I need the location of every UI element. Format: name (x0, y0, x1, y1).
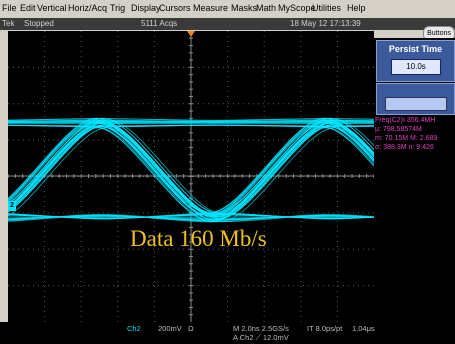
input-impedance: Ω (188, 324, 194, 333)
acquisition-state: Stopped (24, 19, 54, 28)
data-rate-caption: Data 160 Mb/s (130, 226, 267, 251)
eye-trace (8, 215, 374, 220)
measurement-readout: Freq(C2)I 356.4MH μ: 798.58574M m: 70.15… (375, 116, 455, 156)
menu-help[interactable]: Help (347, 3, 366, 13)
eye-trace (8, 121, 374, 217)
measurement-line-1: Freq(C2)I 356.4MH (375, 117, 436, 124)
eye-trace (8, 212, 374, 220)
eye-trace (8, 215, 374, 219)
eye-trace (8, 124, 374, 220)
menu-cursors[interactable]: Cursors (159, 3, 191, 13)
menu-bar: File Edit Vertical Horiz/Acq Trig Display Curs… (0, 0, 455, 19)
eye-trace (8, 119, 374, 122)
eye-trace (8, 214, 374, 223)
eye-trace (8, 121, 374, 217)
eye-trace (8, 122, 374, 218)
menu-file[interactable]: File (2, 3, 17, 13)
eye-diagram (8, 31, 374, 322)
eye-trace (8, 120, 374, 123)
side-panel: Persist Time 10.0s Freq(C2)I 356.4MH μ: … (374, 38, 455, 323)
vertical-scale: 200mV (158, 324, 182, 333)
measurement-line-4: σ: 388.3M n: 9.426 (375, 144, 434, 151)
persist-time-title: Persist Time (388, 44, 443, 54)
measurement-line-2: μ: 798.58574M (375, 126, 422, 133)
date-time: 18 May 12 17:13:39 (290, 19, 361, 28)
eye-trace (8, 117, 374, 213)
menu-display[interactable]: Display (131, 3, 161, 13)
menu-trig[interactable]: Trig (110, 3, 126, 13)
menu-math[interactable]: Math (256, 3, 277, 13)
eye-trace (8, 123, 374, 219)
eye-trace (8, 213, 374, 220)
trigger-position-marker (187, 31, 195, 37)
eye-trace (8, 118, 374, 121)
menu-measure[interactable]: Measure (193, 3, 229, 13)
timebase-readout: M 2.0ns 2.5GS/s (233, 324, 289, 333)
acquisition-count: 5111 Acqs (141, 19, 178, 28)
persist-time-control[interactable]: Persist Time 10.0s (376, 40, 455, 82)
blank-control[interactable] (376, 83, 455, 115)
status-bar: Tek Stopped 5111 Acqs 18 May 12 17:13:39 (0, 18, 455, 30)
horizontal-position: 1.04μs (352, 324, 375, 333)
menu-masks[interactable]: Masks (231, 3, 258, 13)
menu-horizacq[interactable]: Horiz/Acq (68, 3, 108, 13)
eye-trace (8, 214, 374, 219)
menu-utilities[interactable]: Utilities (312, 3, 342, 13)
menu-myscope[interactable]: MyScope (278, 3, 316, 13)
record-resolution: IT 8.0ps/pt (307, 324, 343, 333)
eye-traces (8, 117, 374, 223)
eye-trace (8, 214, 374, 222)
brand-label: Tek (2, 19, 15, 28)
eye-trace (8, 126, 374, 222)
menu-edit[interactable]: Edit (20, 3, 36, 13)
blank-control-field[interactable] (385, 97, 447, 111)
channel-reference-marker[interactable]: 2 (8, 201, 16, 211)
eye-trace (8, 124, 374, 127)
trigger-readout: A Ch2 ⟋ 12.0mV (233, 333, 289, 342)
waveform-display[interactable]: 2 Data 160 Mb/s (8, 31, 374, 322)
measurement-line-3: m: 70.15M M: 2.689 (375, 135, 438, 142)
menu-vertical[interactable]: Vertical (37, 3, 67, 13)
settings-readout: Ch2 200mV Ω M 2.0ns 2.5GS/s A Ch2 ⟋ 12.0… (0, 322, 455, 344)
eye-trace (8, 214, 374, 221)
channel-label: Ch2 (127, 324, 141, 333)
persist-time-value[interactable]: 10.0s (391, 59, 441, 75)
